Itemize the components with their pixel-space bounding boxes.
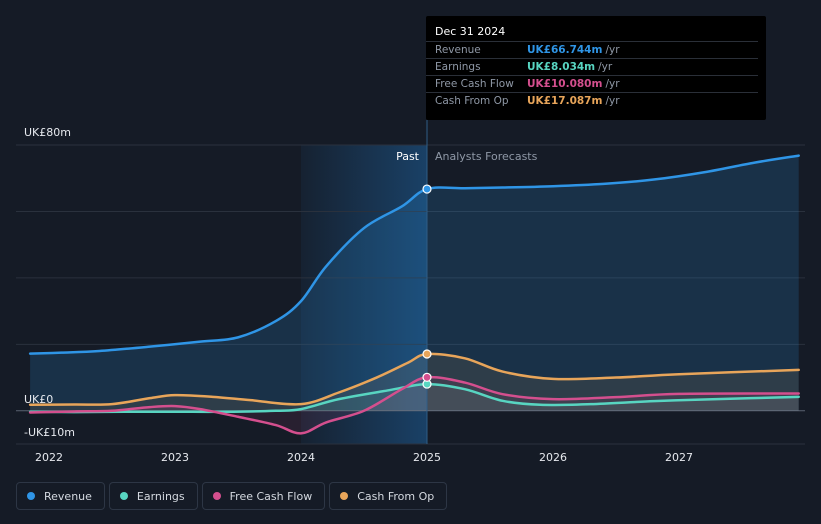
tooltip-row-earnings: Earnings UK£8.034m/yr [426, 58, 758, 76]
x-tick-label: 2023 [161, 451, 189, 464]
legend-item-earnings[interactable]: Earnings [108, 482, 198, 510]
y-tick-label: -UK£10m [24, 426, 75, 439]
legend: Revenue Earnings Free Cash Flow Cash Fro… [16, 482, 448, 512]
tooltip-label: Revenue [435, 44, 481, 56]
x-axis-labels: 2022 2023 2024 2025 2026 2027 [35, 451, 693, 464]
tooltip-row-free-cash-flow: Free Cash Flow UK£10.080m/yr [426, 75, 758, 93]
x-tick-label: 2027 [665, 451, 693, 464]
series-lines [28, 154, 800, 435]
x-tick-label: 2022 [35, 451, 63, 464]
legend-item-revenue[interactable]: Revenue [16, 482, 105, 510]
forecast-label: Analysts Forecasts [435, 150, 538, 163]
tooltip-value: UK£17.087m/yr [527, 95, 620, 107]
tooltip-date: Dec 31 2024 [435, 25, 506, 38]
legend-label: Earnings [136, 489, 185, 503]
tooltip-label: Earnings [435, 61, 481, 73]
revenue-marker [422, 184, 432, 194]
x-tick-label: 2024 [287, 451, 315, 464]
revenue-area [30, 155, 799, 411]
past-label: Past [396, 150, 420, 163]
tooltip-value: UK£8.034m/yr [527, 61, 613, 73]
legend-dot-icon [27, 492, 35, 500]
legend-dot-icon [119, 492, 128, 500]
x-tick-label: 2025 [413, 451, 441, 464]
legend-label: Free Cash Flow [229, 489, 313, 503]
data-tooltip: Dec 31 2024 Revenue UK£66.744m/yr Earnin… [426, 16, 766, 120]
tooltip-label: Free Cash Flow [435, 78, 514, 90]
y-tick-label: UK£0 [24, 393, 53, 406]
legend-item-free-cash-flow[interactable]: Free Cash Flow [201, 482, 326, 510]
legend-label: Revenue [44, 489, 92, 503]
x-tick-label: 2026 [539, 451, 567, 464]
revenue-line [28, 154, 800, 355]
cash-from-op-line [28, 352, 800, 407]
cash-from-op-marker [422, 349, 432, 359]
free-cash-flow-line [28, 375, 800, 435]
legend-label: Cash From Op [357, 489, 435, 503]
y-axis-labels: UK£80m UK£0 -UK£10m [24, 126, 75, 439]
tooltip-row-cash-from-op: Cash From Op UK£17.087m/yr [426, 92, 758, 110]
tooltip-value: UK£10.080m/yr [527, 78, 620, 90]
legend-item-cash-from-op[interactable]: Cash From Op [329, 482, 448, 510]
legend-dot-icon [212, 492, 221, 500]
tooltip-label: Cash From Op [435, 95, 509, 107]
tooltip-value: UK£66.744m/yr [527, 44, 620, 56]
free-cash-flow-marker [422, 372, 432, 382]
y-tick-label: UK£80m [24, 126, 71, 139]
gridlines [16, 144, 805, 445]
earnings-area [30, 384, 799, 413]
earnings-line [28, 382, 800, 414]
series-markers [422, 184, 432, 389]
tooltip-row-revenue: Revenue UK£66.744m/yr [426, 41, 758, 59]
free-cash-flow-area [30, 377, 799, 434]
legend-dot-icon [340, 492, 349, 500]
